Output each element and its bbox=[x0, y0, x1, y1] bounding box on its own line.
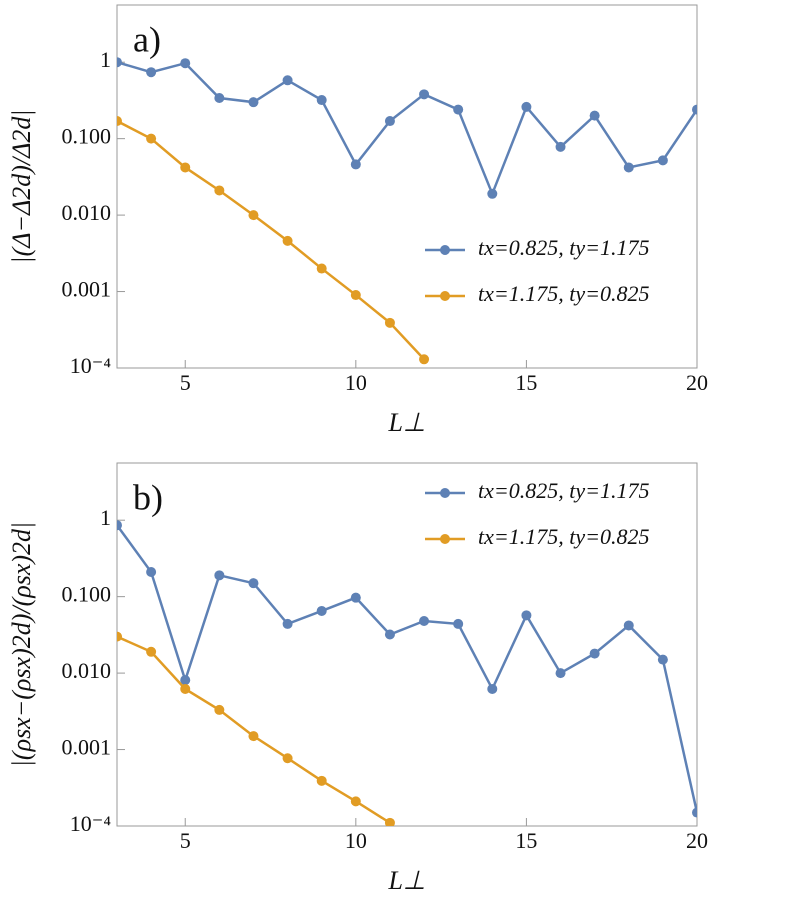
legend-label: tx=0.825, ty=1.175 bbox=[478, 478, 649, 503]
point bbox=[692, 104, 697, 115]
point bbox=[350, 592, 361, 603]
point bbox=[214, 570, 225, 581]
point bbox=[248, 210, 259, 221]
x-tick-label: 20 bbox=[686, 828, 708, 853]
point bbox=[117, 116, 122, 127]
panel-label: b) bbox=[133, 477, 163, 517]
point bbox=[657, 155, 668, 166]
y-tick-label: 10⁻⁴ bbox=[70, 353, 112, 378]
point bbox=[316, 605, 327, 616]
point bbox=[692, 807, 697, 818]
line bbox=[117, 635, 391, 824]
point bbox=[248, 578, 259, 589]
point bbox=[589, 648, 600, 659]
series bbox=[117, 57, 697, 199]
point bbox=[657, 654, 668, 665]
plot-frame bbox=[116, 4, 698, 369]
y-tick-label: 0.100 bbox=[62, 124, 112, 149]
point bbox=[384, 116, 395, 127]
point bbox=[384, 317, 395, 328]
x-tick-label: 5 bbox=[180, 370, 191, 395]
x-tick-label: 15 bbox=[515, 828, 537, 853]
point bbox=[180, 683, 191, 694]
x-axis-label: L⊥ bbox=[387, 866, 425, 895]
point bbox=[555, 668, 566, 679]
line bbox=[117, 524, 697, 813]
point bbox=[214, 704, 225, 715]
point bbox=[117, 631, 122, 642]
series bbox=[117, 631, 395, 826]
point bbox=[146, 567, 157, 578]
point bbox=[419, 354, 430, 365]
y-tick-label: 10⁻⁴ bbox=[70, 811, 112, 836]
y-tick-label: 0.010 bbox=[62, 658, 112, 683]
legend-swatch-dot bbox=[440, 488, 450, 498]
y-tick-label: 1 bbox=[100, 505, 111, 530]
point bbox=[487, 188, 498, 199]
y-tick-label: 0.010 bbox=[62, 200, 112, 225]
plot-frame bbox=[116, 462, 698, 827]
line bbox=[117, 119, 425, 361]
point bbox=[180, 675, 191, 686]
x-tick-label: 15 bbox=[515, 370, 537, 395]
point bbox=[350, 290, 361, 301]
point bbox=[180, 58, 191, 69]
point bbox=[623, 162, 634, 173]
point bbox=[350, 159, 361, 170]
legend-swatch-dot bbox=[440, 245, 450, 255]
legend-label: tx=1.175, ty=0.825 bbox=[478, 281, 649, 306]
point bbox=[282, 753, 293, 764]
x-tick-label: 10 bbox=[345, 828, 367, 853]
point bbox=[453, 104, 464, 115]
point bbox=[384, 629, 395, 640]
legend-label: tx=1.175, ty=0.825 bbox=[478, 524, 649, 549]
y-tick-label: 0.001 bbox=[62, 277, 112, 302]
series bbox=[117, 520, 697, 818]
point bbox=[453, 618, 464, 629]
point bbox=[117, 520, 122, 531]
y-axis-label: |(Δ−Δ2d)/Δ2d| bbox=[7, 109, 36, 263]
point bbox=[282, 618, 293, 629]
point bbox=[248, 97, 259, 108]
series bbox=[117, 116, 430, 365]
point bbox=[146, 646, 157, 657]
x-axis-label: L⊥ bbox=[387, 408, 425, 437]
point bbox=[214, 185, 225, 196]
point bbox=[180, 162, 191, 173]
point bbox=[419, 616, 430, 627]
point bbox=[214, 93, 225, 104]
legend-label: tx=0.825, ty=1.175 bbox=[478, 235, 649, 260]
point bbox=[316, 95, 327, 106]
point bbox=[146, 67, 157, 78]
y-axis-label: |(ρsx−(ρsx)2d)/(ρsx)2d| bbox=[7, 522, 36, 767]
point bbox=[316, 775, 327, 786]
point bbox=[282, 75, 293, 86]
point bbox=[282, 235, 293, 246]
x-tick-label: 5 bbox=[180, 828, 191, 853]
point bbox=[419, 89, 430, 100]
point bbox=[623, 620, 634, 631]
point bbox=[146, 133, 157, 144]
point bbox=[248, 731, 259, 742]
y-tick-label: 0.001 bbox=[62, 735, 112, 760]
legend-swatch-dot bbox=[440, 291, 450, 301]
point bbox=[589, 110, 600, 121]
x-tick-label: 10 bbox=[345, 370, 367, 395]
point bbox=[350, 796, 361, 807]
point bbox=[316, 263, 327, 274]
point bbox=[384, 817, 395, 826]
panel-label: a) bbox=[133, 19, 161, 59]
point bbox=[521, 101, 532, 112]
point bbox=[521, 610, 532, 621]
line bbox=[117, 60, 697, 198]
point bbox=[487, 683, 498, 694]
y-tick-label: 1 bbox=[100, 47, 111, 72]
legend-swatch-dot bbox=[440, 534, 450, 544]
x-tick-label: 20 bbox=[686, 370, 708, 395]
point bbox=[555, 141, 566, 152]
point bbox=[117, 57, 122, 68]
y-tick-label: 0.100 bbox=[62, 582, 112, 607]
